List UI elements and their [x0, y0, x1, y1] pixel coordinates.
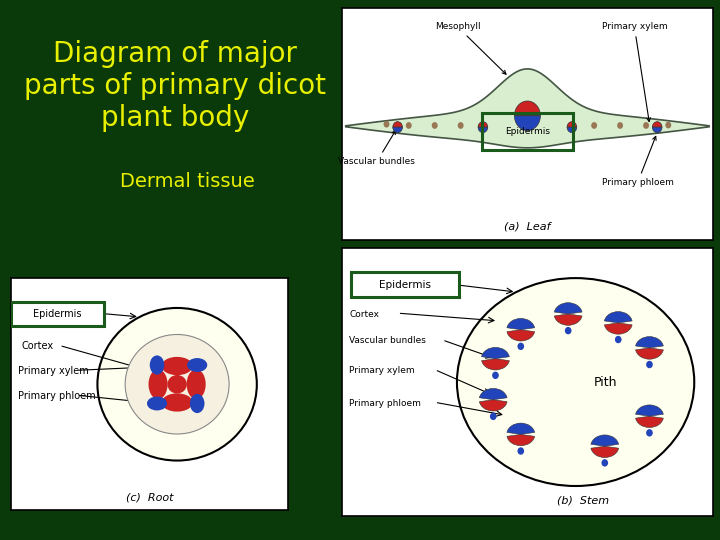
Ellipse shape — [564, 327, 572, 334]
Text: Vascular bundles: Vascular bundles — [338, 131, 415, 166]
Text: Primary phloem: Primary phloem — [601, 137, 673, 187]
Text: Epidermis: Epidermis — [33, 308, 82, 319]
Wedge shape — [591, 446, 618, 457]
Text: Epidermis: Epidermis — [505, 127, 550, 136]
Wedge shape — [393, 122, 402, 127]
Text: Pith: Pith — [593, 375, 617, 389]
Text: (c)  Root: (c) Root — [126, 492, 173, 502]
Wedge shape — [480, 388, 507, 400]
Ellipse shape — [148, 369, 168, 399]
FancyBboxPatch shape — [12, 302, 104, 326]
Ellipse shape — [161, 357, 193, 375]
Ellipse shape — [147, 396, 167, 410]
Wedge shape — [482, 359, 509, 370]
Circle shape — [97, 308, 257, 461]
Ellipse shape — [615, 336, 621, 343]
Circle shape — [432, 122, 438, 129]
Text: (b)  Stem: (b) Stem — [557, 496, 609, 506]
Circle shape — [643, 122, 649, 129]
Ellipse shape — [490, 413, 497, 420]
Ellipse shape — [457, 278, 694, 486]
Wedge shape — [480, 400, 507, 411]
Ellipse shape — [518, 343, 524, 350]
Text: Primary phloem: Primary phloem — [18, 391, 95, 401]
Wedge shape — [507, 319, 535, 330]
Circle shape — [125, 334, 229, 434]
Text: plant body: plant body — [101, 104, 249, 132]
Wedge shape — [554, 303, 582, 314]
Wedge shape — [604, 312, 632, 323]
Polygon shape — [346, 69, 709, 148]
Wedge shape — [478, 122, 487, 127]
Ellipse shape — [190, 394, 204, 413]
Wedge shape — [636, 416, 663, 428]
Wedge shape — [507, 330, 535, 341]
Wedge shape — [591, 435, 618, 446]
Wedge shape — [636, 405, 663, 416]
Text: Primary xylem: Primary xylem — [349, 366, 415, 375]
Wedge shape — [514, 116, 541, 131]
Text: Diagram of major: Diagram of major — [53, 40, 297, 68]
Ellipse shape — [492, 372, 499, 379]
Text: parts of primary dicot: parts of primary dicot — [24, 72, 326, 100]
Wedge shape — [514, 101, 541, 116]
Wedge shape — [482, 347, 509, 359]
Wedge shape — [554, 314, 582, 325]
Text: (a)  Leaf: (a) Leaf — [504, 222, 551, 232]
Ellipse shape — [186, 369, 206, 399]
Circle shape — [458, 122, 464, 129]
Wedge shape — [604, 323, 632, 334]
FancyBboxPatch shape — [351, 272, 459, 298]
Ellipse shape — [187, 358, 207, 372]
Text: Primary xylem: Primary xylem — [18, 366, 89, 376]
Ellipse shape — [601, 459, 608, 467]
Text: Primary phloem: Primary phloem — [349, 399, 421, 408]
Circle shape — [617, 122, 623, 129]
Circle shape — [168, 375, 186, 394]
Wedge shape — [636, 336, 663, 348]
Ellipse shape — [518, 447, 524, 455]
Circle shape — [665, 122, 671, 129]
Circle shape — [384, 121, 390, 127]
Wedge shape — [507, 423, 535, 434]
Text: Cortex: Cortex — [349, 310, 379, 319]
Text: Dermal tissue: Dermal tissue — [120, 172, 255, 191]
Wedge shape — [636, 348, 663, 359]
Wedge shape — [652, 122, 662, 127]
Ellipse shape — [161, 393, 193, 411]
Text: Primary xylem: Primary xylem — [601, 22, 667, 122]
Text: Mesophyll: Mesophyll — [435, 22, 506, 74]
Ellipse shape — [646, 429, 653, 436]
Wedge shape — [567, 122, 577, 127]
Circle shape — [406, 122, 412, 129]
Ellipse shape — [646, 361, 653, 368]
Wedge shape — [393, 127, 402, 133]
Text: Vascular bundles: Vascular bundles — [349, 336, 426, 346]
Text: Epidermis: Epidermis — [379, 280, 431, 290]
Text: Cortex: Cortex — [21, 341, 53, 352]
Wedge shape — [507, 434, 535, 446]
Wedge shape — [478, 127, 487, 133]
Wedge shape — [567, 127, 577, 133]
Circle shape — [591, 122, 597, 129]
Ellipse shape — [150, 355, 164, 375]
Wedge shape — [652, 127, 662, 133]
